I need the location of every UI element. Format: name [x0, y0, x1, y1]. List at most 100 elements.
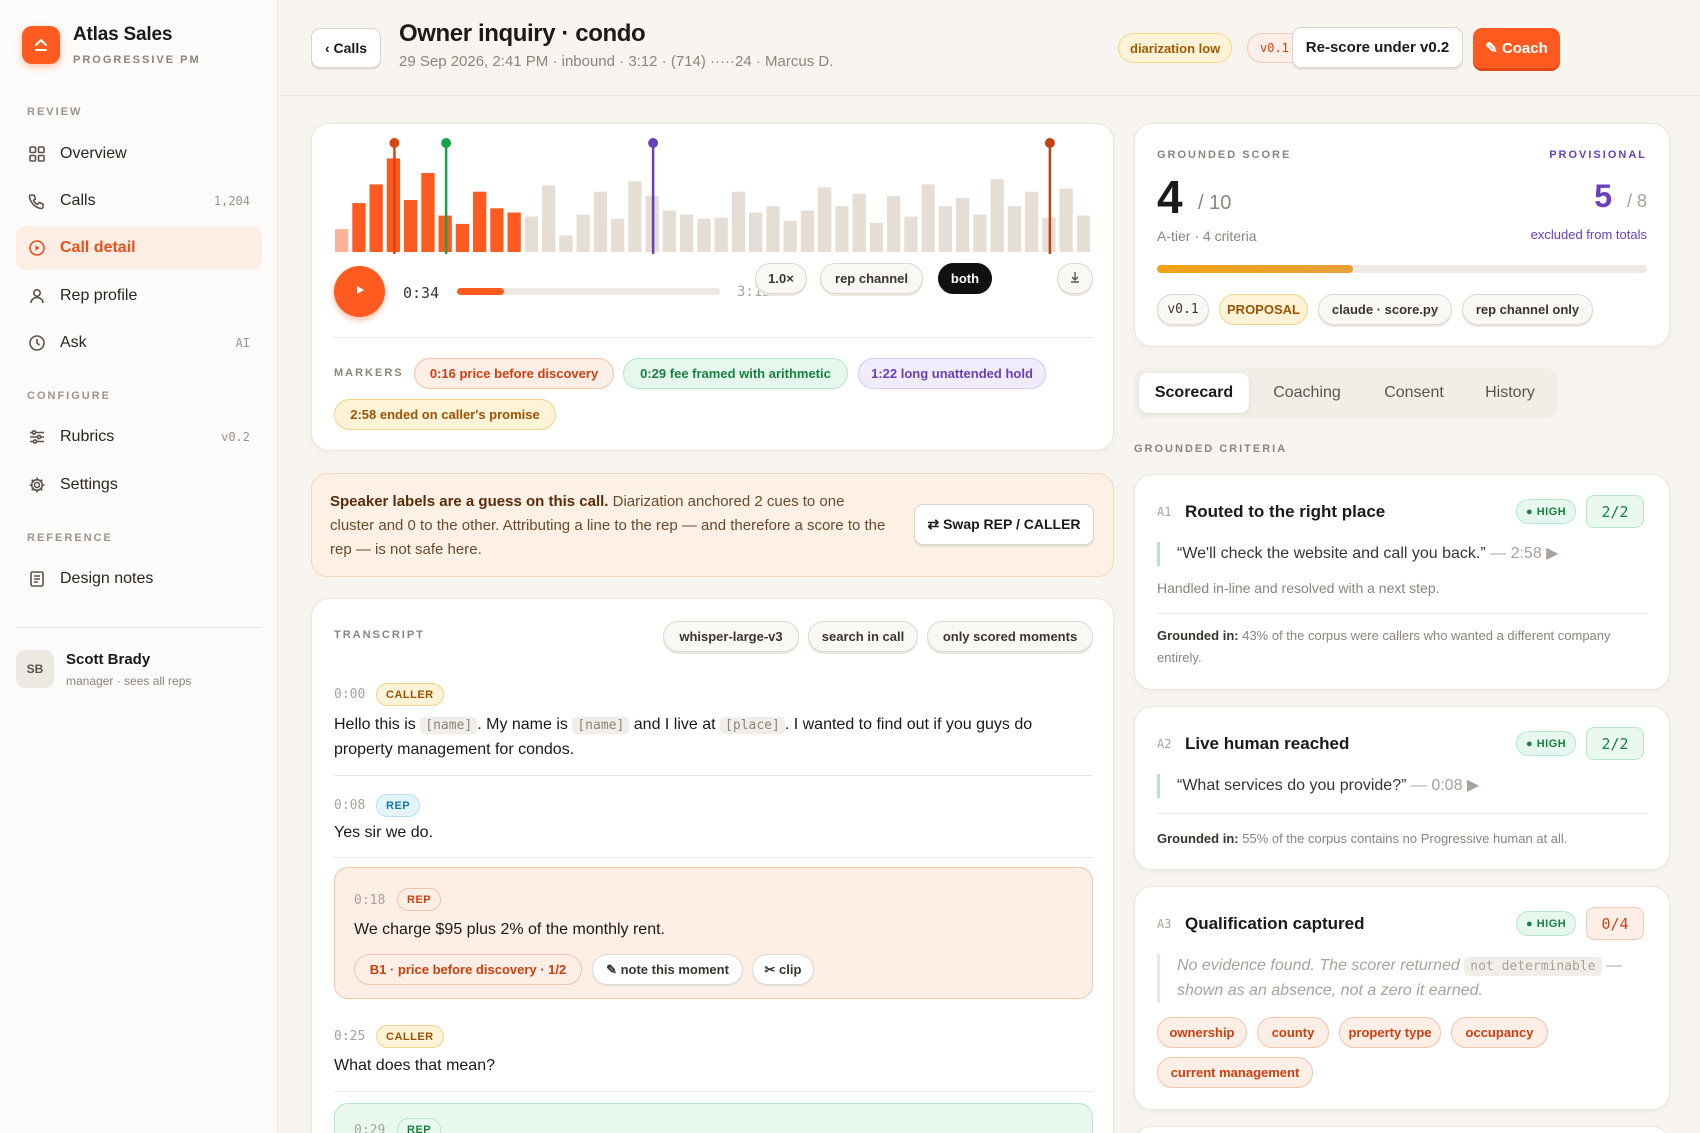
waveform-bar[interactable]	[1025, 191, 1039, 252]
waveform-marker-dot[interactable]	[1044, 138, 1055, 148]
waveform-marker-dot[interactable]	[648, 138, 659, 148]
waveform-bar[interactable]	[1076, 215, 1091, 252]
user-card[interactable]: SB Scott Brady manager · sees all reps	[16, 650, 191, 688]
transcript-line[interactable]: We charge $95 plus 2% of the monthly ren…	[354, 921, 665, 938]
tab-scorecard[interactable]: Scorecard	[1139, 373, 1249, 413]
waveform-bar[interactable]	[524, 216, 539, 252]
waveform-bar[interactable]	[887, 195, 901, 252]
waveform-bar[interactable]	[611, 218, 625, 252]
criterion-card-a2[interactable]: A2 Live human reached ● HIGH 2/2 “What s…	[1134, 706, 1670, 870]
waveform-bar[interactable]	[818, 187, 832, 253]
waveform-bar[interactable]	[542, 185, 556, 252]
waveform-bar[interactable]	[749, 212, 763, 253]
download-button[interactable]	[1057, 263, 1093, 294]
sidebar-item-ask[interactable]: Ask AI	[16, 321, 262, 365]
evidence-quote[interactable]: “We'll check the website and call you ba…	[1157, 542, 1558, 566]
criterion-card-a3[interactable]: A3 Qualification captured ● HIGH 0/4 No …	[1134, 886, 1670, 1110]
coach-button[interactable]: ✎ Coach	[1473, 28, 1560, 68]
channel-both-button[interactable]: both	[938, 263, 992, 294]
waveform-bar[interactable]	[421, 173, 435, 252]
criterion-card-a1[interactable]: A1 Routed to the right place ● HIGH 2/2 …	[1134, 474, 1670, 690]
sidebar-item-design-notes[interactable]: Design notes	[16, 557, 262, 601]
waveform-bar[interactable]	[352, 203, 366, 252]
waveform-bar[interactable]	[369, 184, 383, 252]
waveform-bar[interactable]	[559, 235, 573, 252]
waveform-bar[interactable]	[973, 214, 987, 252]
waveform-bar[interactable]	[766, 206, 780, 252]
sidebar-item-settings[interactable]: Settings	[16, 463, 262, 507]
waveform-bar[interactable]	[576, 214, 590, 252]
sidebar-item-call-detail[interactable]: Call detail	[16, 226, 262, 270]
waveform[interactable]	[334, 138, 1093, 258]
transcript-line[interactable]: Hello this is [name]. My name is [name] …	[334, 713, 1094, 762]
search-in-call-button[interactable]: search in call	[808, 621, 918, 652]
waveform-bar[interactable]	[714, 217, 728, 252]
quote-timestamp[interactable]: — 2:58 ▶	[1485, 545, 1559, 562]
rescore-button[interactable]: Re-score under v0.2	[1292, 27, 1463, 68]
evidence-quote[interactable]: “What services do you provide?” — 0:08 ▶	[1157, 774, 1479, 798]
waveform-bar[interactable]	[938, 206, 953, 252]
missing-field-tag[interactable]: occupancy	[1451, 1017, 1548, 1048]
marker-price-before-discovery[interactable]: 0:16 price before discovery	[414, 358, 614, 389]
only-scored-moments-toggle[interactable]: only scored moments	[927, 621, 1093, 652]
criterion-card-a4[interactable]	[1134, 1126, 1670, 1133]
waveform-bar[interactable]	[904, 216, 918, 252]
waveform-bar[interactable]	[1059, 188, 1073, 252]
proposal-chip[interactable]: PROPOSAL	[1219, 294, 1308, 325]
model-chip[interactable]: whisper-large-v3	[663, 621, 799, 652]
scored-moment-highlight[interactable]	[334, 1103, 1093, 1133]
waveform-bar[interactable]	[731, 191, 746, 252]
waveform-bar[interactable]	[404, 200, 418, 252]
waveform-bar[interactable]	[869, 222, 884, 252]
transcript-line[interactable]: Yes sir we do.	[334, 824, 434, 841]
back-button[interactable]: ‹ Calls	[311, 28, 381, 68]
swap-speakers-button[interactable]: ⇄ Swap REP / CALLER	[914, 504, 1094, 545]
marker-ended-on-promise[interactable]: 2:58 ended on caller's promise	[334, 399, 556, 430]
speed-button[interactable]: 1.0×	[755, 263, 807, 294]
missing-field-tag[interactable]: ownership	[1157, 1017, 1247, 1048]
waveform-bar[interactable]	[662, 210, 677, 252]
waveform-bar[interactable]	[473, 191, 487, 252]
scorer-chip[interactable]: claude · score.py	[1318, 294, 1452, 325]
note-moment-button[interactable]: ✎ note this moment	[592, 954, 743, 985]
sidebar-item-rep-profile[interactable]: Rep profile	[16, 274, 262, 318]
clip-button[interactable]: ✂ clip	[752, 954, 814, 985]
brand[interactable]: Atlas Sales PROGRESSIVE PM	[22, 24, 201, 66]
tab-coaching[interactable]: Coaching	[1252, 373, 1362, 413]
waveform-bar[interactable]	[783, 220, 797, 252]
waveform-bar[interactable]	[628, 181, 642, 252]
play-button[interactable]	[334, 266, 385, 317]
missing-field-tag[interactable]: property type	[1339, 1017, 1441, 1048]
sidebar-item-calls[interactable]: Calls 1,204	[16, 179, 262, 223]
waveform-bar[interactable]	[697, 218, 711, 252]
waveform-bar[interactable]	[507, 212, 521, 253]
waveform-marker-dot[interactable]	[389, 138, 400, 148]
waveform-bar[interactable]	[921, 184, 935, 252]
waveform-bar[interactable]	[1007, 206, 1022, 252]
waveform-bar[interactable]	[490, 208, 504, 252]
sidebar-item-overview[interactable]: Overview	[16, 132, 262, 176]
waveform-bar[interactable]	[593, 191, 608, 252]
waveform-marker-dot[interactable]	[441, 138, 452, 148]
tab-history[interactable]: History	[1465, 373, 1555, 413]
waveform-bar[interactable]	[835, 206, 849, 252]
waveform-bar[interactable]	[680, 214, 694, 252]
rubric-version-chip[interactable]: v0.1	[1157, 294, 1209, 325]
transcript-line[interactable]: What does that mean?	[334, 1057, 495, 1074]
marker-long-hold[interactable]: 1:22 long unattended hold	[858, 358, 1046, 389]
waveform-bar[interactable]	[956, 197, 970, 252]
waveform-bar[interactable]	[800, 210, 815, 252]
criterion-b1-chip[interactable]: B1 · price before discovery · 1/2	[354, 954, 582, 985]
missing-field-tag[interactable]: county	[1257, 1017, 1329, 1048]
channel-rep-button[interactable]: rep channel	[820, 263, 923, 294]
missing-field-tag[interactable]: current management	[1157, 1057, 1313, 1088]
waveform-bar[interactable]	[455, 223, 470, 252]
channel-chip[interactable]: rep channel only	[1462, 294, 1593, 325]
tab-consent[interactable]: Consent	[1365, 373, 1463, 413]
marker-fee-framed[interactable]: 0:29 fee framed with arithmetic	[623, 358, 848, 389]
waveform-bar[interactable]	[990, 179, 1004, 252]
waveform-bar[interactable]	[852, 193, 866, 252]
quote-timestamp[interactable]: — 0:08 ▶	[1406, 777, 1480, 794]
waveform-bar[interactable]	[335, 229, 349, 252]
seek-bar[interactable]	[457, 288, 720, 295]
